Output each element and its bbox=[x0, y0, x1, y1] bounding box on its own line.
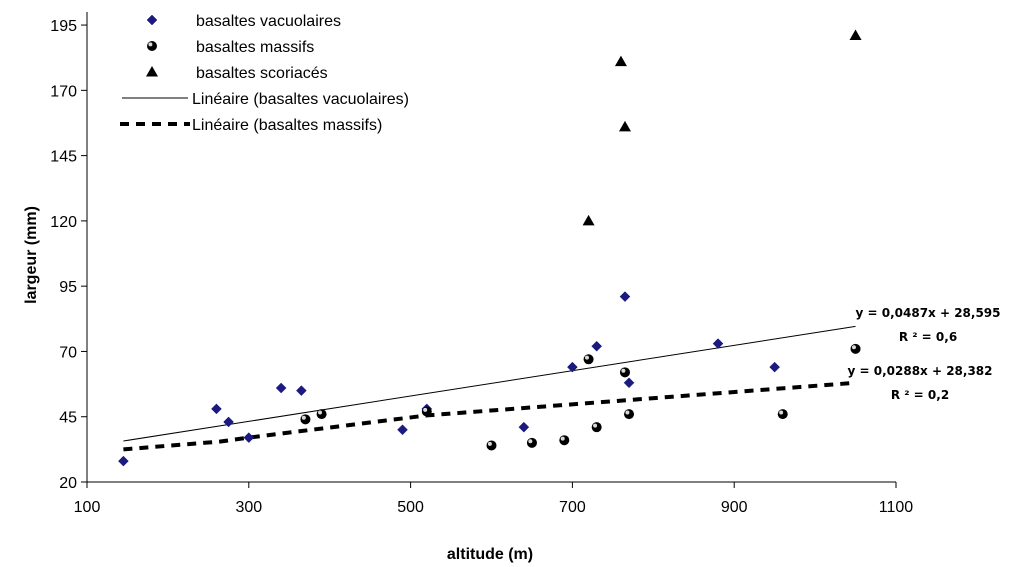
trendline-massifs bbox=[123, 380, 856, 452]
point-massif bbox=[526, 437, 537, 448]
point-vacuolaire bbox=[712, 338, 724, 349]
point-scoriace bbox=[618, 120, 631, 132]
x-tick-label: 300 bbox=[235, 499, 262, 516]
point-massif bbox=[559, 435, 570, 446]
marker-body bbox=[591, 422, 602, 433]
legend-label: Linéaire (basaltes vacuolaires) bbox=[192, 91, 409, 108]
legend-label: basaltes massifs bbox=[196, 39, 314, 56]
trendlines bbox=[123, 325, 856, 452]
y-tick-label: 170 bbox=[50, 83, 77, 100]
point-massif bbox=[619, 367, 630, 378]
point-massif bbox=[300, 414, 311, 425]
point-vacuolaire bbox=[567, 361, 578, 373]
point-vacuolaire bbox=[211, 403, 222, 415]
marker-body bbox=[559, 435, 570, 446]
marker-highlight bbox=[625, 410, 630, 415]
marker-body bbox=[421, 406, 432, 417]
marker-body bbox=[300, 414, 311, 425]
point-vacuolaire bbox=[223, 416, 234, 428]
marker-highlight bbox=[779, 410, 784, 415]
point-vacuolaire bbox=[275, 382, 287, 394]
x-tick-label: 1100 bbox=[879, 499, 914, 516]
point-vacuolaire bbox=[769, 361, 781, 373]
marker-highlight bbox=[584, 355, 589, 360]
axes: 20 45 70 95 120 145 170 195 100 300 500 700 900 1100 bbox=[50, 12, 913, 516]
legend-label: basaltes scoriacés bbox=[196, 65, 328, 82]
point-massif bbox=[591, 422, 602, 433]
point-vacuolaire bbox=[118, 455, 129, 467]
trendline-vacuolaires bbox=[123, 325, 856, 442]
marker-body bbox=[583, 354, 594, 365]
y-tick-label: 20 bbox=[59, 475, 77, 492]
marker-highlight bbox=[851, 345, 856, 350]
point-massif bbox=[850, 343, 861, 354]
marker-body bbox=[624, 409, 635, 420]
marker-highlight bbox=[487, 441, 492, 446]
point-massif bbox=[421, 406, 432, 417]
trendline-equation-vacuolaires: y = 0,0487x + 28,595 bbox=[856, 306, 1001, 320]
legend-marker-massifs bbox=[147, 41, 157, 51]
point-vacuolaire bbox=[296, 385, 307, 396]
marker-body bbox=[619, 367, 630, 378]
legend-label: basaltes vacuolaires bbox=[196, 13, 341, 30]
marker-highlight bbox=[560, 436, 565, 441]
x-tick-label: 100 bbox=[74, 499, 101, 516]
marker-body bbox=[850, 343, 861, 354]
point-vacuolaire bbox=[243, 432, 255, 443]
point-vacuolaire bbox=[397, 424, 408, 436]
marker-highlight bbox=[301, 415, 306, 420]
trendline-r2-massifs: R ² = 0,2 bbox=[891, 388, 949, 402]
marker-highlight bbox=[593, 423, 598, 428]
x-tick-label: 700 bbox=[559, 499, 586, 516]
point-scoriace bbox=[582, 214, 595, 226]
legend: basaltes vacuolaires basaltes massifs basa… bbox=[120, 13, 409, 134]
point-vacuolaire bbox=[619, 291, 631, 302]
marker-body bbox=[316, 409, 327, 420]
legend-marker-vacuolaires bbox=[146, 14, 158, 26]
marker-highlight bbox=[528, 439, 533, 444]
y-tick-label: 95 bbox=[59, 279, 77, 296]
marker-body bbox=[147, 41, 157, 51]
trendline-r2-vacuolaires: R ² = 0,6 bbox=[899, 330, 957, 344]
y-tick-label: 45 bbox=[59, 410, 77, 427]
marker-body bbox=[486, 440, 497, 451]
marker-body bbox=[777, 409, 788, 420]
y-tick-label: 145 bbox=[50, 149, 77, 166]
legend-label: Linéaire (basaltes massifs) bbox=[192, 117, 382, 134]
marker-body bbox=[526, 437, 537, 448]
point-scoriace bbox=[614, 55, 627, 67]
point-massif bbox=[777, 409, 788, 420]
y-tick-label: 70 bbox=[59, 344, 77, 361]
point-vacuolaire bbox=[591, 340, 603, 352]
marker-highlight bbox=[318, 410, 323, 415]
marker-highlight bbox=[423, 407, 428, 412]
point-vacuolaire bbox=[623, 377, 635, 389]
data-points bbox=[118, 29, 862, 467]
y-axis-title: largeur (mm) bbox=[23, 206, 40, 304]
y-tick-label: 195 bbox=[50, 18, 77, 35]
series-2 bbox=[582, 29, 862, 226]
legend-marker-scoriaces bbox=[146, 66, 158, 77]
marker-highlight bbox=[621, 368, 626, 373]
x-axis-title: altitude (m) bbox=[447, 546, 533, 563]
trendline-equation-massifs: y = 0,0288x + 28,382 bbox=[848, 364, 993, 378]
x-tick-label: 900 bbox=[721, 499, 748, 516]
x-tick-label: 500 bbox=[397, 499, 424, 516]
point-vacuolaire bbox=[518, 421, 530, 433]
point-massif bbox=[583, 354, 594, 365]
y-tick-label: 120 bbox=[50, 214, 77, 231]
point-scoriace bbox=[849, 29, 862, 40]
point-massif bbox=[486, 440, 497, 451]
marker-highlight bbox=[148, 42, 153, 47]
point-massif bbox=[624, 409, 635, 420]
series-1 bbox=[300, 343, 861, 451]
series-0 bbox=[118, 291, 781, 467]
point-massif bbox=[316, 409, 327, 420]
